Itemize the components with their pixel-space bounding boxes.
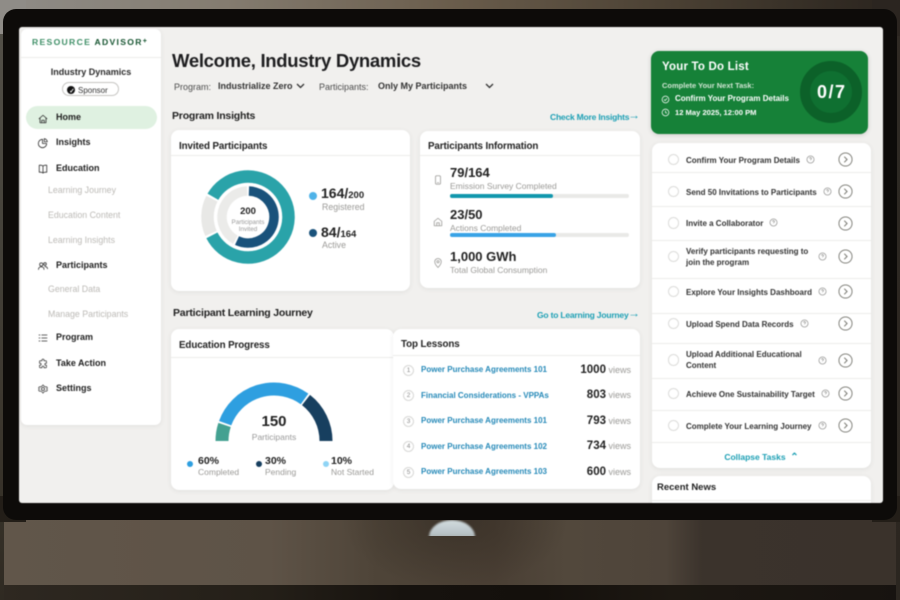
- svg-text:Invited: Invited: [239, 226, 258, 233]
- svg-text:200: 200: [240, 206, 256, 217]
- svg-text:Participants: Participants: [232, 219, 265, 226]
